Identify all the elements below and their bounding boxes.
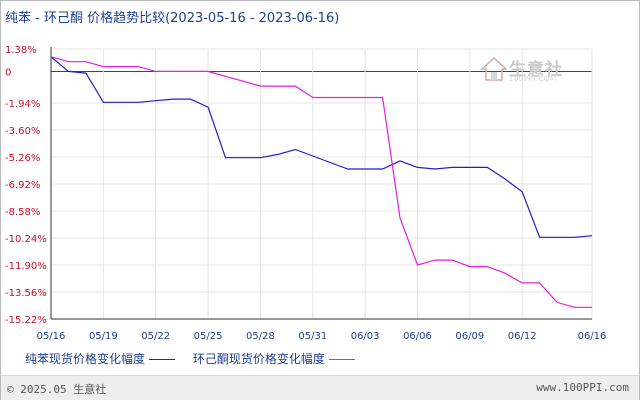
legend-item-benzene: 纯苯现货价格变化幅度 [25, 350, 176, 367]
line-chart: 1.38% 0 -1.94% -3.60% -5.26% -6.92% -8.58% -10.… [5, 45, 607, 342]
y-tick-label: -1.94% [5, 99, 40, 110]
x-tick-label: 05/28 [246, 331, 275, 342]
legend-swatch-benzene [149, 359, 176, 360]
x-tick-label: 06/12 [508, 331, 537, 342]
y-tick-label: -13.56% [5, 288, 47, 299]
y-tick-label: -3.60% [5, 126, 40, 137]
x-tick-label: 06/06 [403, 331, 432, 342]
x-tick-label: 05/22 [141, 331, 170, 342]
series-lines [50, 56, 593, 308]
x-tick-label: 05/16 [37, 331, 66, 342]
legend-item-cyclohexanone: 环己酮现货价格变化幅度 [193, 350, 355, 367]
x-tick-label: 06/03 [351, 331, 380, 342]
x-tick-label: 06/09 [455, 331, 484, 342]
legend-swatch-cyclohexanone [328, 359, 355, 360]
copyright-text: © 2025.05 生意社 [7, 383, 107, 396]
series-line-1 [50, 56, 593, 238]
chart-title: 纯苯 - 环己酮 价格趋势比较(2023-05-16 - 2023-06-16) [5, 11, 340, 26]
watermark-brand: 生意社 [509, 60, 563, 80]
x-tick-label: 05/31 [298, 331, 327, 342]
y-tick-label: -15.22% [5, 315, 47, 326]
axes [50, 47, 592, 320]
y-tick-label: 1.38% [5, 45, 37, 56]
y-tick-label: -10.24% [5, 234, 47, 245]
x-axis-ticks: 05/16 05/19 05/22 05/25 05/28 05/31 06/03 06/06… [37, 331, 607, 342]
x-tick-label: 05/25 [194, 331, 223, 342]
series-line-2 [50, 56, 592, 308]
y-tick-label: -8.58% [5, 207, 40, 218]
house-logo-icon [481, 57, 507, 81]
site-link[interactable]: www.100PPI.com [536, 381, 629, 394]
x-tick-label: 06/16 [578, 331, 607, 342]
legend-label-benzene: 纯苯现货价格变化幅度 [25, 352, 146, 366]
legend: 纯苯现货价格变化幅度 环己酮现货价格变化幅度 [25, 350, 369, 367]
y-tick-label: -6.92% [5, 180, 40, 191]
x-tick-label: 05/19 [89, 331, 118, 342]
legend-label-cyclohexanone: 环己酮现货价格变化幅度 [192, 352, 325, 366]
y-tick-label: -11.90% [5, 261, 47, 272]
watermark: 生意社 100PPI.COM [479, 55, 579, 85]
watermark-domain: 100PPI.COM [509, 75, 557, 83]
footer: © 2025.05 生意社 www.100PPI.com [1, 375, 639, 400]
y-tick-label: -5.26% [5, 153, 40, 164]
y-tick-label: 0 [5, 67, 11, 78]
y-axis-ticks: 1.38% 0 -1.94% -3.60% -5.26% -6.92% -8.58% -10.… [5, 45, 47, 326]
